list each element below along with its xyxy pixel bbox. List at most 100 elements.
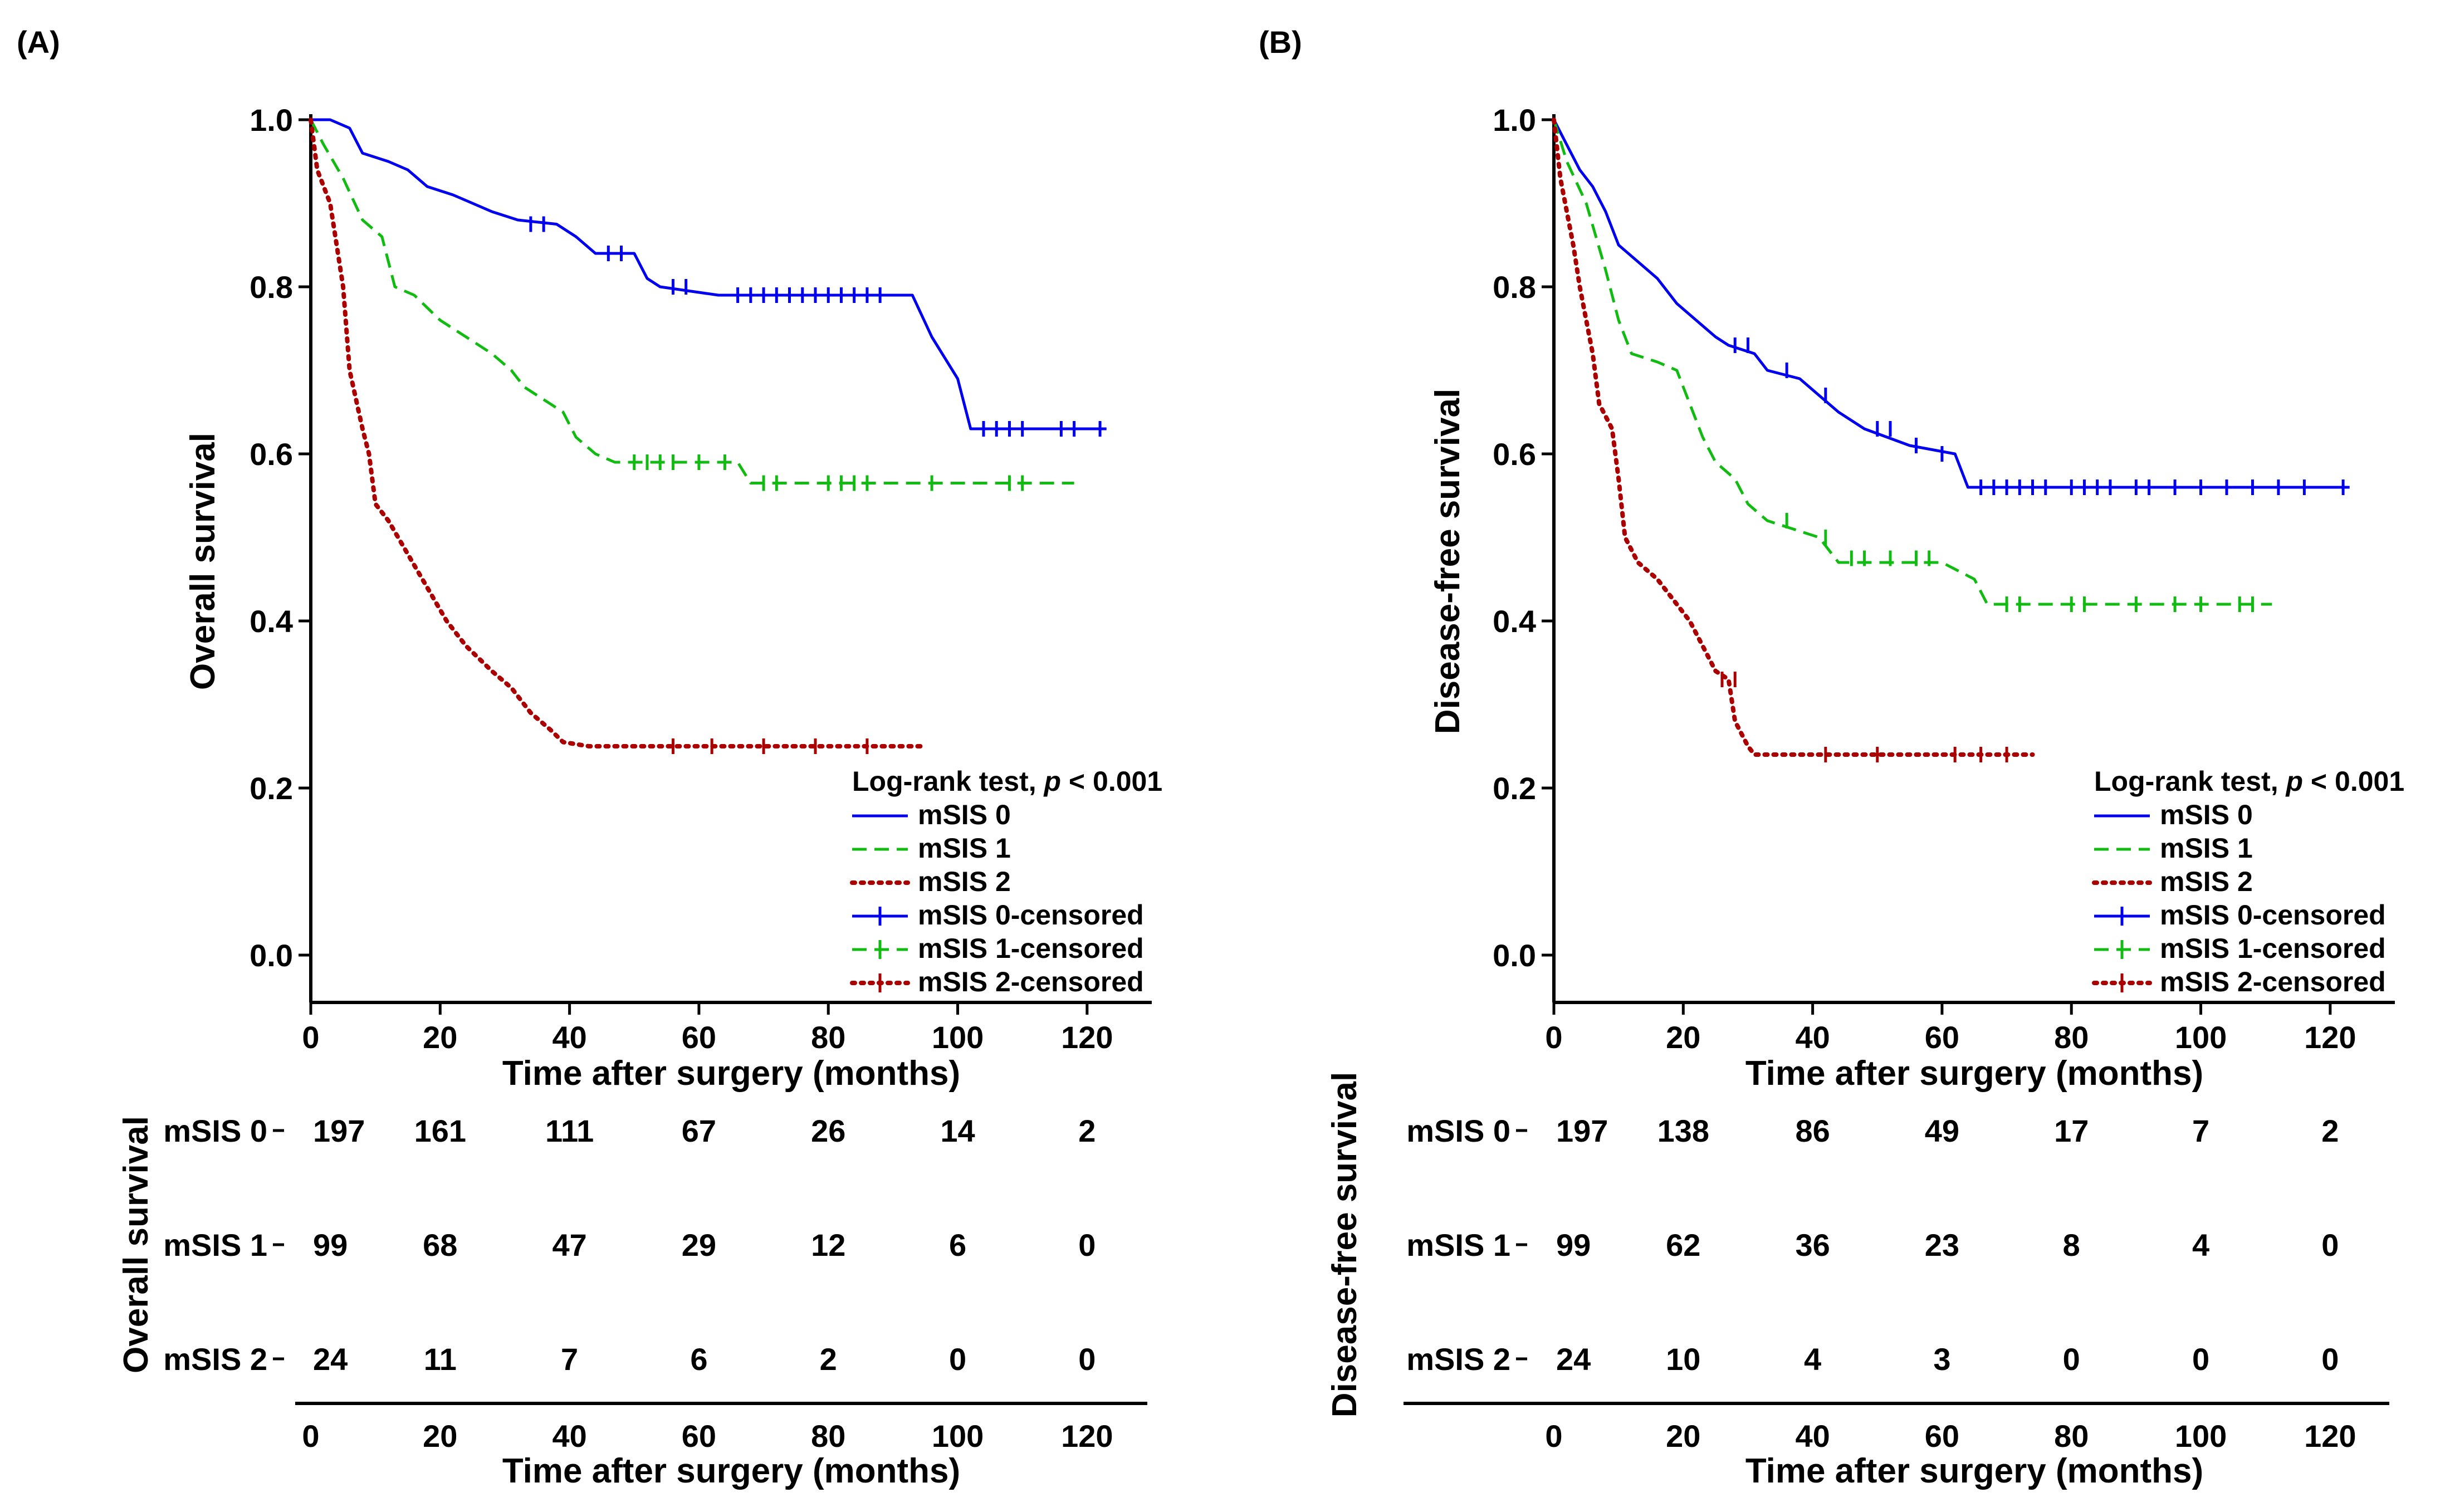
risk-x-tick-label: 20: [1666, 1418, 1700, 1454]
series-0: [1552, 119, 2350, 495]
risk-count: 3: [1933, 1342, 1950, 1377]
legend-entry-label: mSIS 0-censored: [918, 899, 1144, 931]
y-tick-label: 0.8: [250, 270, 293, 305]
risk-count: 99: [1556, 1227, 1591, 1263]
risk-count: 26: [811, 1113, 845, 1148]
series-2: [309, 118, 928, 754]
legend-entry-label: mSIS 1-censored: [2160, 933, 2386, 964]
risk-count: 67: [682, 1113, 716, 1148]
risk-table-y-label: Overall survival: [117, 1116, 155, 1373]
risk-x-tick-label: 40: [1795, 1418, 1830, 1454]
legend-entry-label: mSIS 0-censored: [2160, 899, 2386, 931]
risk-count: 24: [313, 1342, 348, 1377]
survival-curve: [1552, 119, 2350, 489]
risk-count: 2: [1078, 1113, 1096, 1148]
risk-count: 2: [2321, 1113, 2339, 1148]
risk-count: 0: [2321, 1227, 2339, 1263]
risk-x-tick-label: 20: [423, 1418, 457, 1454]
risk-count: 11: [424, 1342, 457, 1377]
risk-row-label: mSIS 2: [163, 1342, 267, 1377]
x-tick-label: 20: [423, 1020, 457, 1055]
legend-title: Log-rank test, p < 0.001: [2094, 766, 2404, 797]
risk-x-axis-label: Time after surgery (months): [1745, 1452, 2203, 1490]
x-tick-label: 40: [1795, 1020, 1830, 1055]
legend-title-suffix: < 0.001: [1061, 766, 1162, 797]
y-tick-label: 0.2: [1493, 771, 1536, 806]
risk-count: 6: [949, 1227, 966, 1263]
legend-entry-label: mSIS 2-censored: [918, 966, 1144, 997]
risk-count: 23: [1925, 1227, 1959, 1263]
risk-x-tick-label: 0: [302, 1418, 319, 1454]
y-tick-label: 1.0: [250, 102, 293, 138]
panel-a: (A)0.00.20.40.60.81.00 20 40 60 80 100 120Time…: [17, 25, 1162, 1490]
risk-x-tick-label: 60: [682, 1418, 716, 1454]
risk-count: 2: [820, 1342, 837, 1377]
survival-curve: [1552, 118, 2035, 757]
survival-curve: [309, 119, 1074, 485]
legend-entry-label: mSIS 0: [918, 799, 1011, 830]
risk-count: 111: [545, 1113, 594, 1148]
panel-b: (B)0.00.20.40.60.81.00 20 40 60 80 100 120Time…: [1259, 25, 2404, 1490]
legend-entry-label: mSIS 1-censored: [918, 933, 1144, 964]
risk-count: 36: [1795, 1227, 1830, 1263]
risk-count: 6: [690, 1342, 707, 1377]
risk-row-label: mSIS 1: [163, 1227, 267, 1263]
x-tick-label: 60: [1925, 1020, 1959, 1055]
survival-curve: [309, 118, 928, 748]
legend-entry-label: mSIS 1: [918, 833, 1011, 864]
y-axis-label: Disease-free survival: [1429, 389, 1467, 734]
legend-entry-label: mSIS 0: [2160, 799, 2253, 830]
risk-count: 197: [313, 1113, 365, 1148]
legend-entry-label: mSIS 2: [918, 866, 1011, 897]
risk-count: 10: [1666, 1342, 1700, 1377]
x-axis-label: Time after surgery (months): [1745, 1054, 2203, 1093]
x-tick-label: 80: [2054, 1020, 2089, 1055]
x-tick-label: 120: [2304, 1020, 2356, 1055]
y-tick-label: 0.8: [1493, 270, 1536, 305]
risk-table-y-label: Disease-free survival: [1326, 1072, 1364, 1417]
risk-count: 12: [811, 1227, 845, 1263]
legend-title-prefix: Log-rank test,: [852, 766, 1044, 797]
survival-curve: [311, 118, 1107, 430]
risk-x-tick-label: 100: [2175, 1418, 2227, 1454]
risk-count: 99: [313, 1227, 348, 1263]
risk-count: 0: [2063, 1342, 2080, 1377]
risk-row-label: mSIS 0: [1406, 1113, 1510, 1148]
y-tick-label: 0.6: [250, 437, 293, 472]
risk-count: 62: [1666, 1227, 1700, 1263]
risk-x-tick-label: 0: [1545, 1418, 1562, 1454]
risk-x-tick-label: 40: [552, 1418, 586, 1454]
x-tick-label: 40: [552, 1020, 586, 1055]
y-tick-label: 0.6: [1493, 437, 1536, 472]
series-0: [311, 118, 1107, 437]
y-axis-label: Overall survival: [184, 433, 222, 690]
y-tick-label: 1.0: [1493, 102, 1536, 138]
legend-entry-label: mSIS 2: [2160, 866, 2253, 897]
risk-row-label: mSIS 2: [1406, 1342, 1510, 1377]
risk-count: 0: [1078, 1342, 1096, 1377]
risk-count: 24: [1556, 1342, 1591, 1377]
x-axis-label: Time after surgery (months): [502, 1054, 960, 1093]
risk-row-label: mSIS 0: [163, 1113, 267, 1148]
panel-label: (A): [17, 25, 60, 60]
risk-x-tick-label: 60: [1925, 1418, 1959, 1454]
risk-count: 4: [2192, 1227, 2209, 1263]
risk-count: 7: [561, 1342, 578, 1377]
risk-table: Overall survival mSIS 0 197 161 111 67 26 14 2mS…: [117, 1113, 1147, 1490]
x-tick-label: 120: [1061, 1020, 1113, 1055]
risk-count: 68: [423, 1227, 457, 1263]
risk-x-tick-label: 120: [2304, 1418, 2356, 1454]
risk-count: 29: [682, 1227, 716, 1263]
risk-count: 197: [1556, 1113, 1608, 1148]
x-tick-label: 0: [1545, 1020, 1562, 1055]
risk-count: 14: [940, 1113, 975, 1148]
risk-count: 86: [1795, 1113, 1830, 1148]
risk-row-label: mSIS 1: [1406, 1227, 1510, 1263]
panel-label: (B): [1259, 25, 1302, 60]
risk-table: Disease-free survival mSIS 0 197 138 86 49 17 7…: [1326, 1072, 2389, 1490]
risk-count: 47: [552, 1227, 586, 1263]
risk-count: 0: [2321, 1342, 2339, 1377]
